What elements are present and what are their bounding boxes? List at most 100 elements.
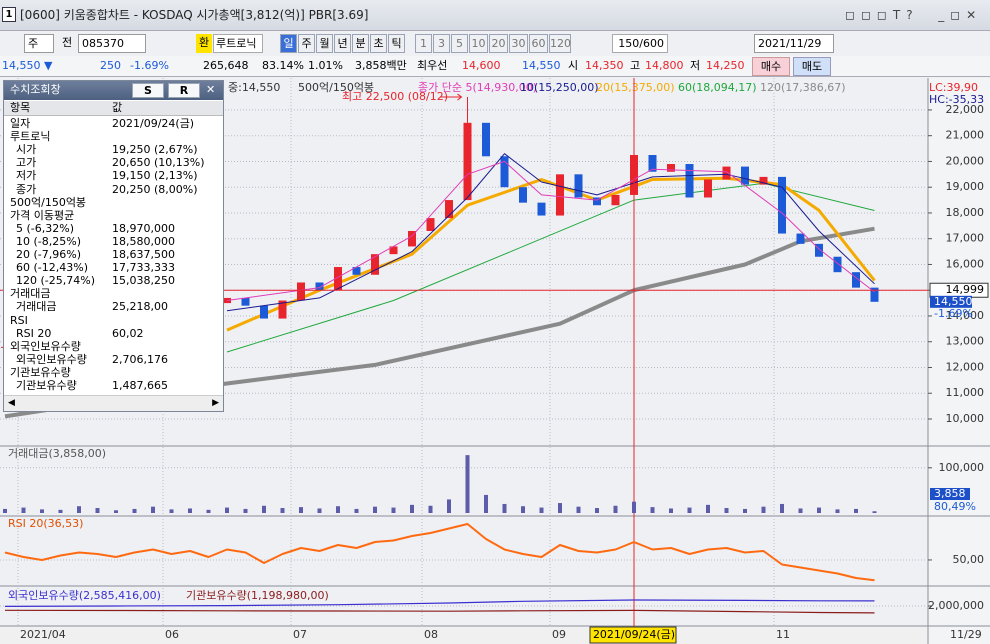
y-tick-label: 14,000: [946, 309, 985, 322]
title-bar: 1 [0600] 키움종합차트 - KOSDAQ 시가총액[3,812(억)] …: [0, 0, 990, 31]
row-label: 20 (-7,96%): [16, 248, 81, 261]
quote-bar: 14,550 ▼ 250 -1.69% 265,648 83.14% 1.01% 3,858…: [0, 56, 990, 77]
row-label: 10 (-8,25%): [16, 234, 81, 248]
interval-button[interactable]: 년: [334, 34, 351, 53]
code-input[interactable]: 085370: [78, 34, 146, 53]
sell-button[interactable]: 매도: [793, 57, 831, 76]
candle: [463, 122, 472, 201]
y-tick-label: 11,000: [946, 386, 985, 399]
period-select[interactable]: 주: [24, 34, 54, 53]
panel-button[interactable]: S: [132, 83, 164, 98]
row-value: 18,580,000: [112, 234, 175, 248]
exchange-badge: 환: [196, 34, 212, 53]
moving-average: [226, 160, 875, 301]
row-value: 19,150 (2,13%): [112, 169, 198, 183]
row-value: 18,970,000: [112, 221, 175, 235]
row-value: 1,487,665: [112, 379, 168, 392]
volume-bar: [262, 505, 266, 513]
interval-button[interactable]: 초: [370, 34, 387, 53]
row-label: 종가: [16, 182, 37, 196]
close-button[interactable]: ✕: [206, 83, 216, 96]
candle: [574, 174, 583, 198]
candle: [815, 243, 823, 257]
row-value: 2021/09/24(금): [112, 117, 195, 130]
candle: [482, 122, 490, 157]
last-change: -1.69%: [934, 307, 973, 320]
interval-button[interactable]: 틱: [388, 34, 405, 53]
volume-bar: [650, 507, 655, 513]
window-id: 1: [2, 7, 16, 22]
volume-bar: [151, 506, 155, 513]
prev-button[interactable]: 전: [61, 36, 73, 49]
volume-last-box: [930, 488, 970, 500]
moving-average: [226, 153, 875, 312]
quote-ask: 14,600: [462, 59, 501, 72]
volume-bar: [77, 506, 81, 513]
x-tick-label: 06: [165, 628, 179, 641]
y-tick-label: 17,000: [946, 232, 985, 245]
y-tick-label: 13,000: [946, 335, 985, 348]
last-price: 14,550: [934, 295, 973, 308]
volume-bar: [336, 506, 340, 513]
interval-button[interactable]: 주: [298, 34, 315, 53]
row-label: 기관보유수량: [10, 365, 71, 379]
volume-pct: 80,49%: [934, 500, 976, 513]
interval-button[interactable]: 분: [352, 34, 369, 53]
multiplier-button[interactable]: 1: [415, 34, 432, 53]
row-label: 외국인보유수량: [10, 339, 81, 353]
pane-title: 거래대금(3,858,00): [8, 447, 106, 460]
info-panel: 수치조회창 S R ✕ 항목 값 일자 2021/09/24(금) 루트로닉 시가 19…: [3, 80, 224, 412]
panel-button[interactable]: R: [168, 83, 200, 98]
row-label: 시가: [16, 143, 37, 157]
interval-button[interactable]: 월: [316, 34, 333, 53]
y-tick-label: 19,000: [946, 180, 985, 193]
multiplier-button[interactable]: 30: [509, 34, 528, 53]
candle: [519, 187, 527, 203]
row-value: 60,02: [112, 326, 144, 340]
multiplier-button[interactable]: 3: [433, 34, 450, 53]
quote-amount: 3,858백만: [355, 59, 407, 72]
panel-columns: 항목 값: [4, 101, 223, 116]
multiplier-button[interactable]: 20: [489, 34, 508, 53]
legend-entry: 60(18,094,17): [678, 81, 757, 94]
row-label: 기관보유수량: [16, 379, 77, 392]
row-label: 거래대금: [10, 287, 51, 301]
panel-title: 수치조회창: [10, 83, 61, 96]
volume-bar: [280, 508, 285, 513]
candle: [352, 267, 361, 275]
x-tick-label: 08: [424, 628, 438, 641]
multiplier-button[interactable]: 60: [529, 34, 548, 53]
y-tick-label: 16,000: [946, 257, 985, 270]
volume-bar: [706, 504, 710, 513]
multiplier-button[interactable]: 10: [469, 34, 488, 53]
count[interactable]: 150/600: [612, 34, 668, 53]
candle: [297, 282, 305, 301]
x-tick-label: 2021/04: [20, 628, 66, 641]
quote-volume-ratio: 83.14%: [262, 59, 304, 72]
quote-bid: 14,550: [522, 59, 561, 72]
multiplier-button[interactable]: 5: [451, 34, 468, 53]
last-price-box: [930, 295, 972, 308]
date-input[interactable]: 2021/11/29: [754, 34, 834, 53]
legend-entry: 20(15,375,00): [596, 81, 675, 94]
row-label: RSI: [10, 313, 28, 327]
volume-bar: [40, 509, 44, 513]
volume-bar: [58, 509, 63, 513]
interval-button[interactable]: 일: [280, 34, 297, 53]
multiplier-button[interactable]: 120: [549, 34, 571, 53]
quote-change-pct: -1.69%: [130, 59, 169, 72]
row-label: 루트로닉: [10, 130, 51, 144]
volume-bar: [576, 506, 581, 513]
window-controls[interactable]: ◻◻◻T? _◻✕: [845, 8, 983, 22]
buy-button[interactable]: 매수: [752, 57, 790, 76]
volume-bar: [447, 499, 451, 513]
candle: [667, 164, 675, 172]
y-tick-label: 22,000: [946, 103, 985, 116]
y-tick-label: 21,000: [946, 129, 985, 142]
row-value: 20,650 (10,13%): [112, 156, 205, 170]
candle: [241, 297, 250, 306]
y-tick-label: 12,000: [946, 360, 985, 373]
scrollbar[interactable]: ◀ ▶: [4, 395, 223, 411]
candle: [833, 256, 842, 273]
